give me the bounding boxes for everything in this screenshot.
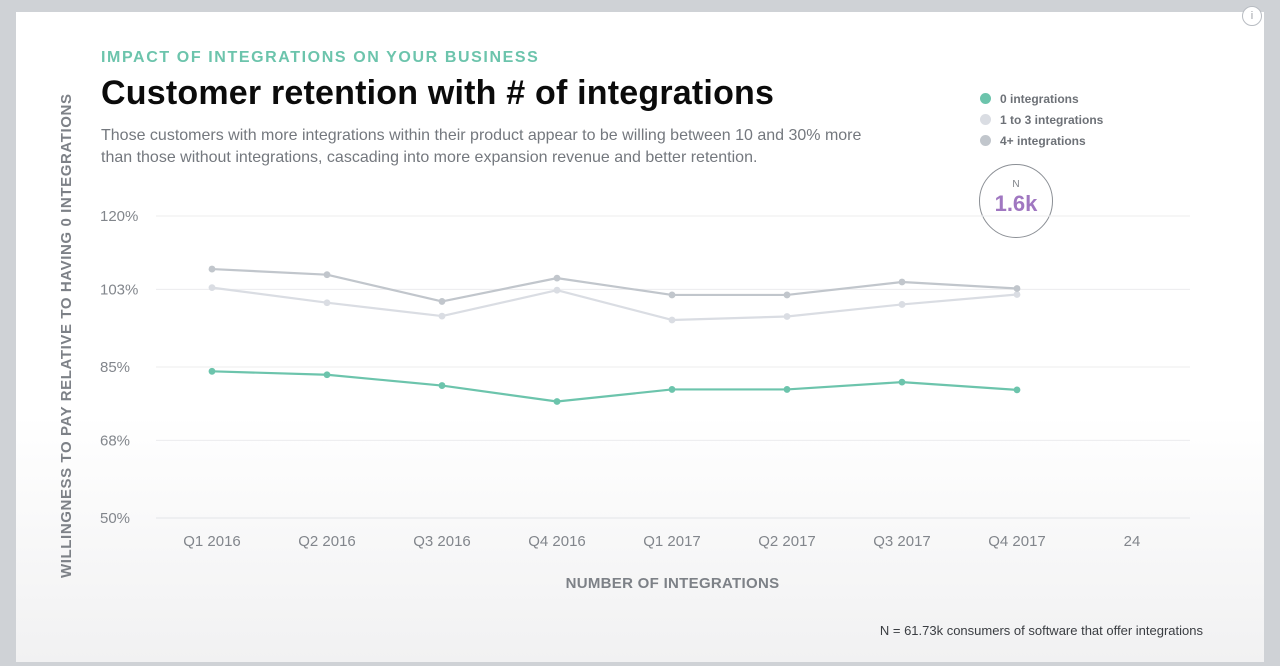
slide-card: i IMPACT OF INTEGRATIONS ON YOUR BUSINES… (16, 6, 1264, 662)
legend-dot-icon (980, 93, 991, 104)
legend-item-1: 1 to 3 integrations (980, 109, 1103, 130)
data-point (438, 312, 446, 320)
data-point (1013, 291, 1021, 298)
y-tick-label: 85% (100, 359, 130, 376)
series-line (211, 370, 1018, 403)
legend-item-0: 0 integrations (980, 88, 1103, 109)
series-line (211, 267, 1018, 303)
subtitle-text: Those customers with more integrations w… (101, 127, 862, 166)
y-tick-label: 68% (100, 432, 130, 449)
data-point (898, 301, 906, 308)
eyebrow-heading: IMPACT OF INTEGRATIONS ON YOUR BUSINESS (101, 49, 540, 66)
legend-label: 4+ integrations (1000, 133, 1086, 148)
data-point (208, 367, 216, 375)
x-tick-label: 24 (1124, 533, 1141, 550)
legend-label: 0 integrations (1000, 91, 1079, 106)
x-tick-label: Q2 2016 (298, 533, 356, 550)
chart-legend: 0 integrations 1 to 3 integrations 4+ in… (980, 88, 1103, 151)
data-point (668, 316, 676, 324)
x-tick-label: Q4 2017 (988, 533, 1046, 550)
x-tick-label: Q4 2016 (528, 533, 586, 550)
data-point (553, 274, 561, 282)
legend-dot-icon (980, 135, 991, 146)
data-point (1013, 386, 1021, 394)
data-point (553, 286, 561, 294)
info-icon[interactable]: i (1242, 6, 1262, 26)
data-point (668, 386, 676, 393)
legend-label: 1 to 3 integrations (1000, 112, 1104, 127)
x-tick-label: Q3 2017 (873, 533, 931, 550)
data-point (323, 299, 331, 307)
badge-value: 1.6k (994, 191, 1038, 216)
series-line (211, 286, 1018, 322)
y-tick-label: 50% (100, 510, 130, 527)
data-point (553, 398, 561, 405)
page-title: Customer retention with # of integration… (101, 74, 775, 112)
legend-item-2: 4+ integrations (980, 130, 1103, 151)
data-point (668, 291, 676, 299)
data-point (898, 378, 906, 386)
data-point (323, 371, 331, 379)
data-point (438, 298, 446, 305)
sample-size-badge: N 1.6k (979, 164, 1053, 238)
y-tick-label: 120% (100, 208, 138, 225)
y-axis-label: WILLINGNESS TO PAY RELATIVE TO HAVING 0 … (58, 93, 75, 578)
x-tick-label: Q2 2017 (758, 533, 816, 550)
data-point (208, 265, 216, 273)
data-point (323, 271, 331, 279)
y-tick-label: 103% (100, 281, 138, 298)
line-chart: 50% 68% 85% 103% 120% Q1 2016 Q2 2016 Q3 2016 Q4… (100, 208, 1190, 550)
legend-dot-icon (980, 114, 991, 125)
x-tick-label: Q1 2017 (643, 533, 701, 550)
data-point (783, 291, 791, 299)
x-tick-label: Q3 2016 (413, 533, 471, 550)
data-point (783, 313, 791, 320)
data-point (1013, 285, 1021, 292)
badge-label: N (1012, 179, 1020, 190)
x-axis-label: NUMBER OF INTEGRATIONS (565, 575, 780, 592)
data-point (783, 386, 791, 393)
data-point (898, 278, 906, 286)
footnote: N = 61.73k consumers of software that of… (879, 623, 1203, 638)
data-point (438, 382, 446, 389)
data-point (208, 284, 216, 292)
x-tick-label: Q1 2016 (183, 533, 241, 550)
